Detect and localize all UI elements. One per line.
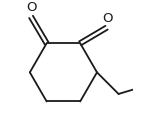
Text: O: O	[102, 12, 113, 25]
Text: O: O	[26, 1, 36, 14]
